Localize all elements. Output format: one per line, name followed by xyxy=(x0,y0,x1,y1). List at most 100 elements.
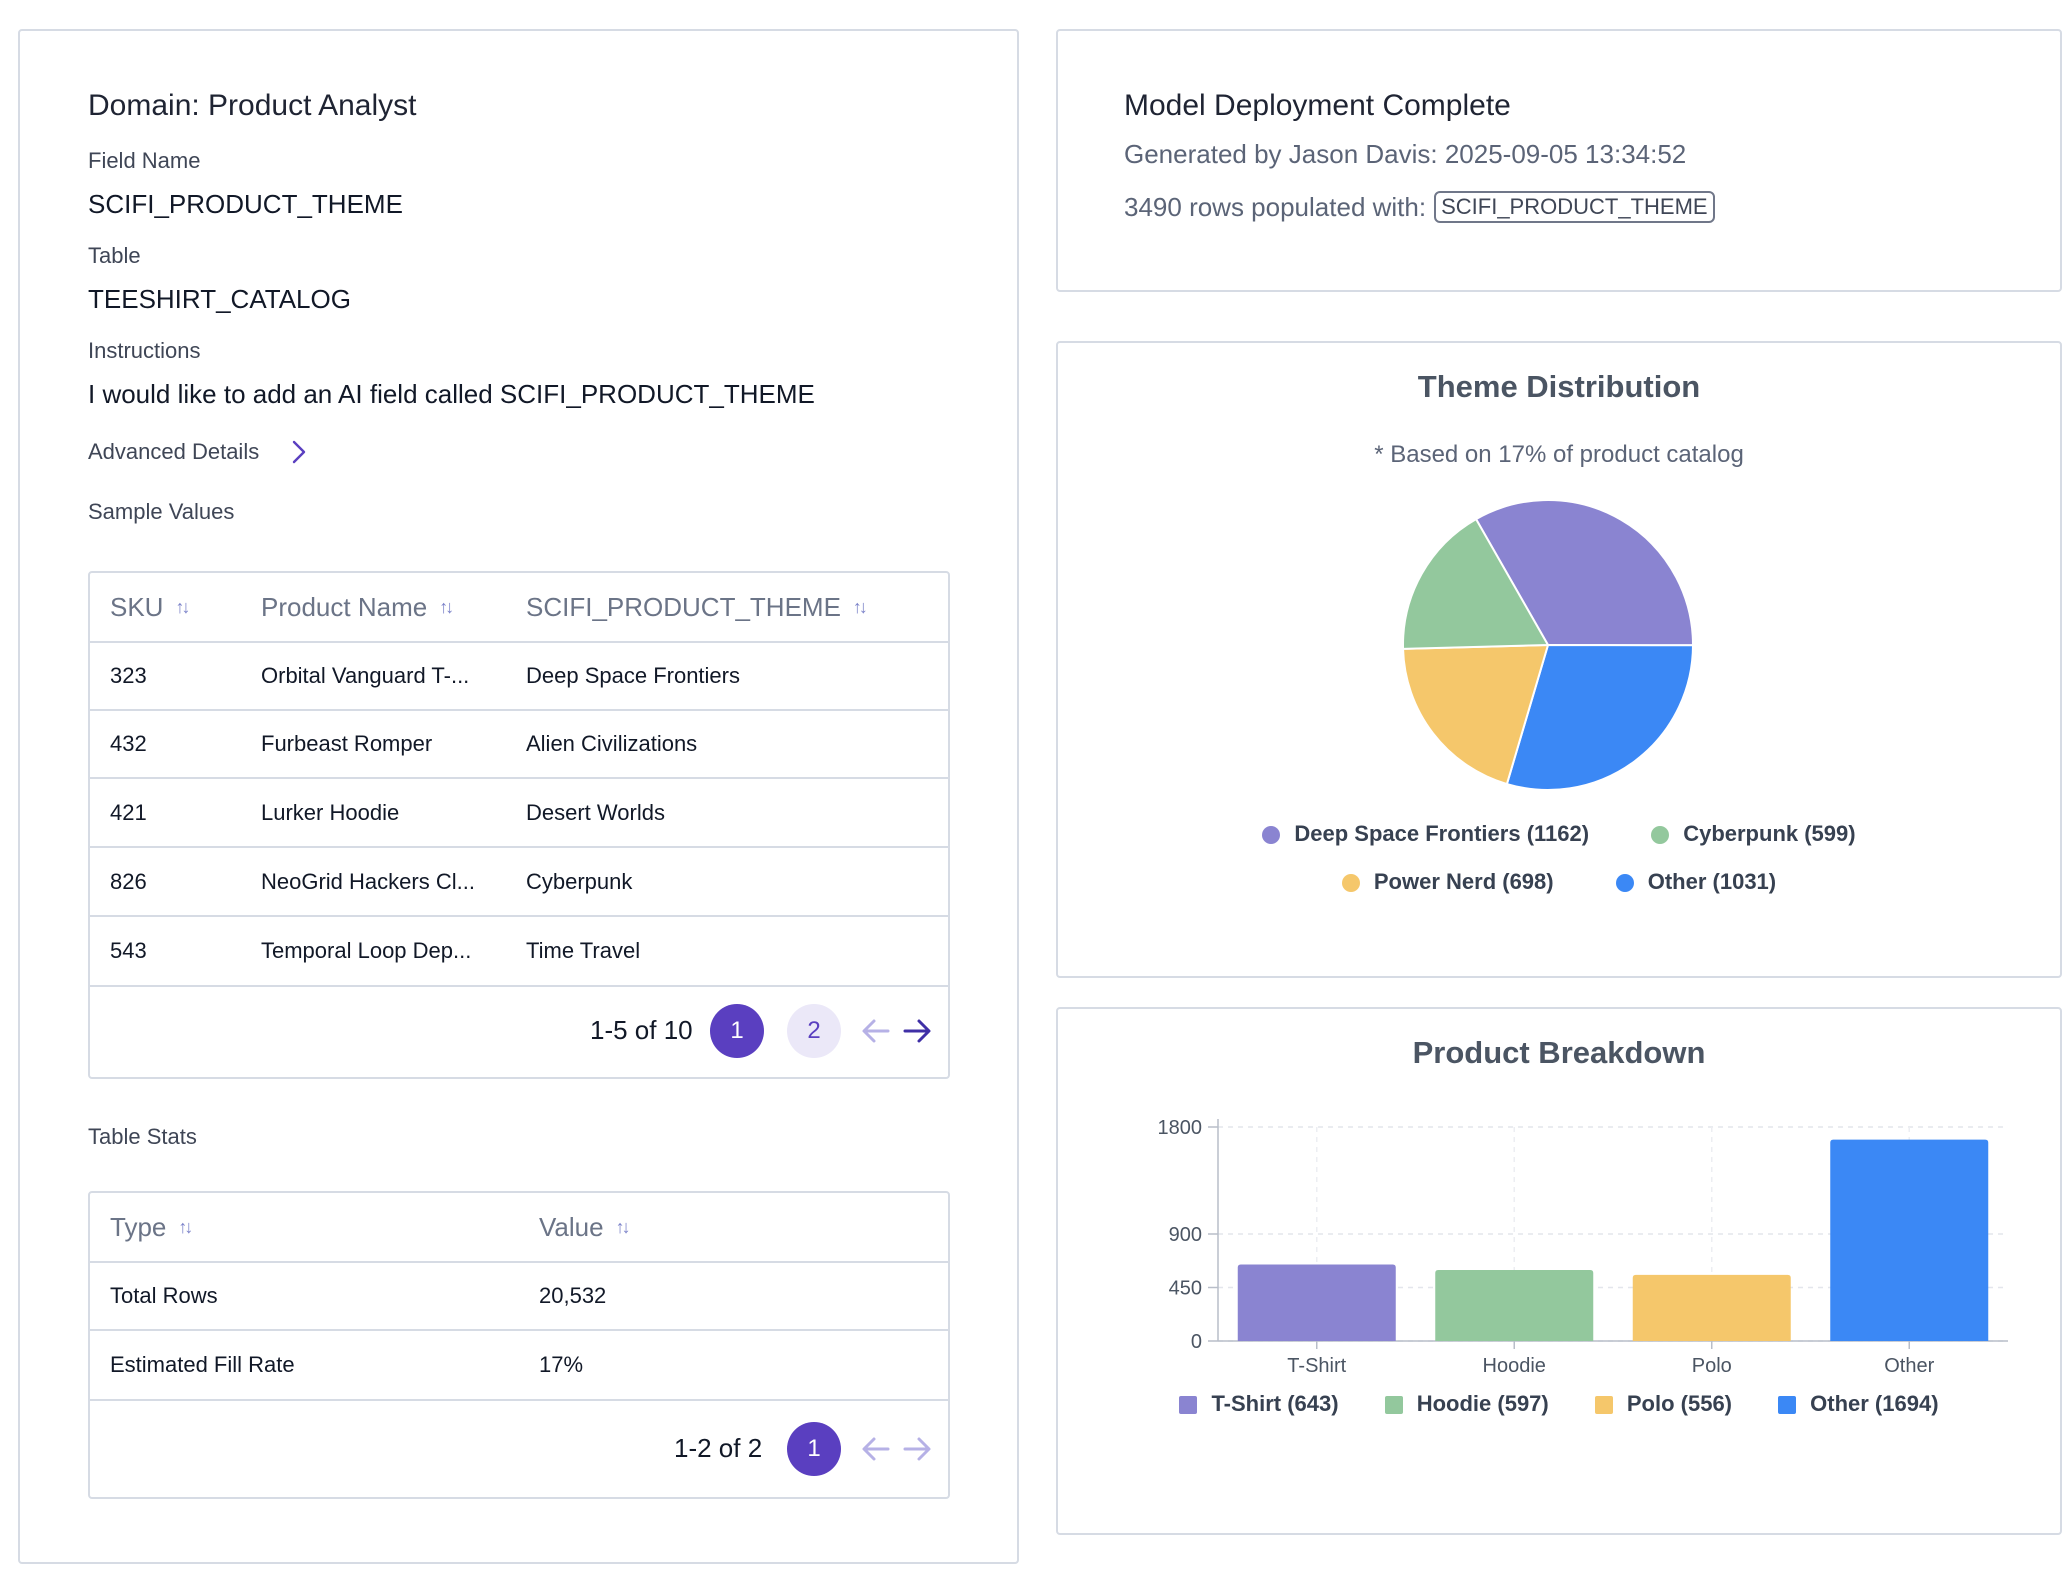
legend-item: Other (1694) xyxy=(1778,1391,1939,1416)
pie-slice[interactable] xyxy=(1402,517,1550,650)
pie-slice[interactable] xyxy=(1474,499,1695,647)
table-row: 323 Orbital Vanguard T-... Deep Space Fr… xyxy=(90,643,948,711)
column-header-type[interactable]: Type ↑↓ xyxy=(110,1211,193,1242)
cell-sku: 826 xyxy=(110,868,147,894)
page-button-1[interactable]: 1 xyxy=(710,1004,764,1058)
pie-legend-row-2: Power Nerd (698) Other (1031) xyxy=(1058,869,2060,895)
bar[interactable] xyxy=(1237,1264,1396,1341)
pagination: 1-2 of 2 1 xyxy=(90,1401,948,1497)
chart-title: Theme Distribution xyxy=(1417,369,1701,404)
sort-icon: ↑↓ xyxy=(852,596,868,617)
cell-type: Total Rows xyxy=(110,1283,218,1308)
table-value: TEESHIRT_CATALOG xyxy=(88,284,351,314)
arrow-right-icon[interactable] xyxy=(901,1434,933,1464)
cell-theme: Cyberpunk xyxy=(526,868,633,894)
bar[interactable] xyxy=(1435,1270,1594,1341)
deployment-panel: Model Deployment Complete Generated by J… xyxy=(1056,29,2062,292)
legend-dot xyxy=(1651,826,1670,845)
legend-item: Deep Space Frontiers (1162) xyxy=(1262,821,1589,846)
table-stats-label: Table Stats xyxy=(88,1124,197,1149)
pie-chart xyxy=(1402,499,1695,791)
cell-product-name: NeoGrid Hackers Cl... xyxy=(261,868,475,894)
pie-slice[interactable] xyxy=(1505,643,1695,791)
legend-swatch xyxy=(1778,1396,1797,1415)
arrow-right-icon[interactable] xyxy=(901,1016,933,1046)
advanced-details-label: Advanced Details xyxy=(88,439,260,464)
field-name-value: SCIFI_PRODUCT_THEME xyxy=(88,189,403,219)
chevron-right-icon xyxy=(293,440,306,464)
pie-legend-row-1: Deep Space Frontiers (1162) Cyberpunk (5… xyxy=(1058,821,2060,847)
cell-product-name: Furbeast Romper xyxy=(261,731,433,756)
arrow-left-icon[interactable] xyxy=(860,1016,892,1046)
table-header-row: Type ↑↓ Value ↑↓ xyxy=(90,1193,948,1263)
y-tick-label: 0 xyxy=(1191,1331,1202,1353)
sort-icon: ↑↓ xyxy=(615,1216,631,1237)
x-tick-label: Polo xyxy=(1692,1355,1732,1377)
cell-value: 20,532 xyxy=(539,1283,607,1308)
table-row: Estimated Fill Rate 17% xyxy=(90,1331,948,1401)
instructions-label: Instructions xyxy=(88,338,201,363)
legend-dot xyxy=(1615,874,1634,893)
sort-icon: ↑↓ xyxy=(439,596,454,617)
rows-populated-text: 3490 rows populated with: xyxy=(1124,191,1427,222)
column-header-value[interactable]: Value ↑↓ xyxy=(539,1211,631,1242)
legend-dot xyxy=(1262,826,1281,845)
field-name-label: Field Name xyxy=(88,148,201,173)
field-chip: SCIFI_PRODUCT_THEME xyxy=(1434,191,1715,223)
pagination-range: 1-2 of 2 xyxy=(674,1433,763,1463)
cell-product-name: Lurker Hoodie xyxy=(261,799,400,825)
legend-swatch xyxy=(1179,1396,1198,1415)
column-header-theme[interactable]: SCIFI_PRODUCT_THEME ↑↓ xyxy=(526,591,868,622)
cell-product-name: Orbital Vanguard T-... xyxy=(261,663,470,688)
x-tick-label: Hoodie xyxy=(1483,1355,1546,1377)
sample-values-table: SKU ↑↓ Product Name ↑↓ SCIFI_PRODUCT_THEME… xyxy=(88,571,950,1079)
column-header-sku[interactable]: SKU ↑↓ xyxy=(110,591,190,622)
legend-swatch xyxy=(1594,1396,1613,1415)
y-tick-label: 1800 xyxy=(1158,1117,1203,1139)
legend-item: Other (1031) xyxy=(1615,869,1776,894)
cell-product-name: Temporal Loop Dep... xyxy=(261,938,472,963)
cell-sku: 432 xyxy=(110,731,147,756)
table-row: 543 Temporal Loop Dep... Time Travel xyxy=(90,917,948,987)
instructions-value: I would like to add an AI field called S… xyxy=(88,379,815,409)
legend-item: Hoodie (597) xyxy=(1384,1391,1549,1416)
theme-distribution-panel: Theme Distribution * Based on 17% of pro… xyxy=(1056,341,2062,978)
x-tick-label: Other xyxy=(1884,1355,1934,1377)
cell-type: Estimated Fill Rate xyxy=(110,1352,295,1377)
cell-theme: Time Travel xyxy=(526,938,641,963)
table-row: 421 Lurker Hoodie Desert Worlds xyxy=(90,779,948,848)
cell-theme: Alien Civilizations xyxy=(526,731,698,756)
bar-chart: 0 450 900 1800 T-Shirt Hoodie Polo Other xyxy=(1158,1117,2008,1377)
page-button-1[interactable]: 1 xyxy=(787,1422,841,1476)
y-tick-label: 450 xyxy=(1169,1278,1202,1300)
legend-dot xyxy=(1341,874,1360,893)
cell-theme: Deep Space Frontiers xyxy=(526,663,740,688)
arrow-left-icon[interactable] xyxy=(860,1434,892,1464)
column-header-product-name[interactable]: Product Name ↑↓ xyxy=(261,591,454,622)
legend-item: Cyberpunk (599) xyxy=(1651,821,1856,846)
table-row: 826 NeoGrid Hackers Cl... Cyberpunk xyxy=(90,848,948,917)
bar[interactable] xyxy=(1830,1139,1989,1341)
cell-sku: 421 xyxy=(110,799,147,825)
advanced-details-toggle[interactable]: Advanced Details xyxy=(88,439,309,465)
table-row: 432 Furbeast Romper Alien Civilizations xyxy=(90,711,948,779)
bar[interactable] xyxy=(1632,1274,1791,1341)
deployment-generated-by: Generated by Jason Davis: 2025-09-05 13:… xyxy=(1124,139,1687,169)
pagination: 1-5 of 10 1 2 xyxy=(90,985,948,1077)
x-tick-label: T-Shirt xyxy=(1287,1355,1346,1377)
bar-legend: T-Shirt (643) Hoodie (597) Polo (556) Ot… xyxy=(1058,1391,2060,1417)
table-stats-table: Type ↑↓ Value ↑↓ Total Rows 20,532 Estimat… xyxy=(88,1191,950,1499)
sample-values-label: Sample Values xyxy=(88,499,235,524)
y-tick-label: 900 xyxy=(1169,1224,1202,1246)
sort-icon: ↑↓ xyxy=(178,1216,193,1237)
chart-title: Product Breakdown xyxy=(1412,1035,1706,1070)
pagination-range: 1-5 of 10 xyxy=(590,1015,693,1045)
page-button-2[interactable]: 2 xyxy=(787,1004,841,1058)
cell-sku: 543 xyxy=(110,938,147,963)
pie-slice[interactable] xyxy=(1402,643,1550,786)
domain-panel: Domain: Product Analyst Field Name SCIFI… xyxy=(18,29,1019,1564)
domain-title: Domain: Product Analyst xyxy=(88,89,417,122)
cell-theme: Desert Worlds xyxy=(526,799,665,825)
table-header-row: SKU ↑↓ Product Name ↑↓ SCIFI_PRODUCT_THEME… xyxy=(90,573,948,643)
chart-subtitle: * Based on 17% of product catalog xyxy=(1374,441,1744,468)
